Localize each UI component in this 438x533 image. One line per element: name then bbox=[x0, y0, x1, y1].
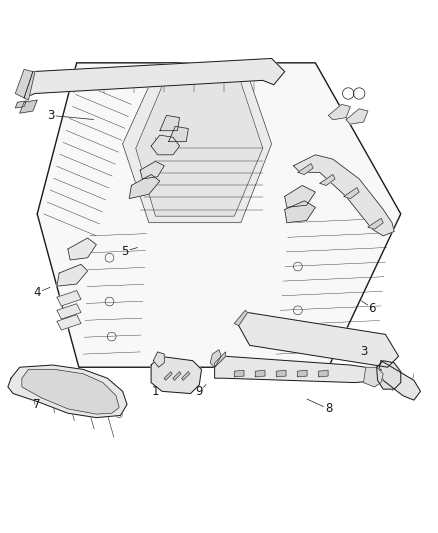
Polygon shape bbox=[239, 312, 399, 367]
Polygon shape bbox=[285, 185, 315, 207]
Polygon shape bbox=[136, 76, 263, 216]
Polygon shape bbox=[285, 201, 315, 223]
Polygon shape bbox=[210, 350, 221, 367]
Polygon shape bbox=[255, 370, 265, 377]
Polygon shape bbox=[57, 290, 81, 306]
Polygon shape bbox=[368, 219, 383, 229]
Polygon shape bbox=[173, 372, 181, 381]
Polygon shape bbox=[234, 370, 244, 377]
Polygon shape bbox=[276, 370, 286, 377]
Text: 1: 1 bbox=[152, 385, 159, 398]
Polygon shape bbox=[57, 314, 81, 330]
Polygon shape bbox=[344, 188, 359, 199]
Polygon shape bbox=[151, 135, 180, 155]
Polygon shape bbox=[297, 370, 307, 377]
Polygon shape bbox=[298, 164, 313, 174]
Polygon shape bbox=[151, 356, 201, 393]
Text: 3: 3 bbox=[47, 109, 54, 122]
Polygon shape bbox=[57, 304, 81, 319]
Polygon shape bbox=[68, 238, 96, 260]
Text: 6: 6 bbox=[368, 302, 376, 314]
Polygon shape bbox=[364, 367, 383, 387]
Text: 9: 9 bbox=[195, 385, 203, 398]
Polygon shape bbox=[57, 264, 88, 286]
Polygon shape bbox=[15, 69, 33, 98]
Text: 3: 3 bbox=[360, 345, 367, 358]
Polygon shape bbox=[346, 109, 368, 124]
Polygon shape bbox=[22, 369, 119, 414]
Polygon shape bbox=[215, 356, 381, 383]
Polygon shape bbox=[164, 372, 172, 381]
Polygon shape bbox=[160, 115, 180, 131]
Polygon shape bbox=[293, 155, 394, 236]
Text: 5: 5 bbox=[121, 245, 128, 257]
Polygon shape bbox=[182, 372, 190, 381]
Polygon shape bbox=[37, 63, 401, 367]
Polygon shape bbox=[15, 101, 26, 108]
Polygon shape bbox=[140, 161, 164, 179]
Polygon shape bbox=[20, 100, 37, 113]
Polygon shape bbox=[123, 67, 272, 223]
Polygon shape bbox=[8, 365, 127, 418]
Polygon shape bbox=[318, 370, 328, 377]
Polygon shape bbox=[377, 361, 401, 389]
Polygon shape bbox=[24, 59, 285, 98]
Text: 7: 7 bbox=[33, 398, 41, 411]
Polygon shape bbox=[153, 352, 164, 367]
Polygon shape bbox=[215, 352, 226, 367]
Polygon shape bbox=[328, 104, 350, 120]
Polygon shape bbox=[379, 361, 420, 400]
Polygon shape bbox=[234, 310, 247, 326]
Text: 8: 8 bbox=[325, 402, 332, 415]
Polygon shape bbox=[169, 126, 188, 142]
Text: 4: 4 bbox=[33, 286, 41, 300]
Polygon shape bbox=[320, 174, 335, 185]
Polygon shape bbox=[24, 71, 35, 100]
Polygon shape bbox=[129, 174, 160, 199]
